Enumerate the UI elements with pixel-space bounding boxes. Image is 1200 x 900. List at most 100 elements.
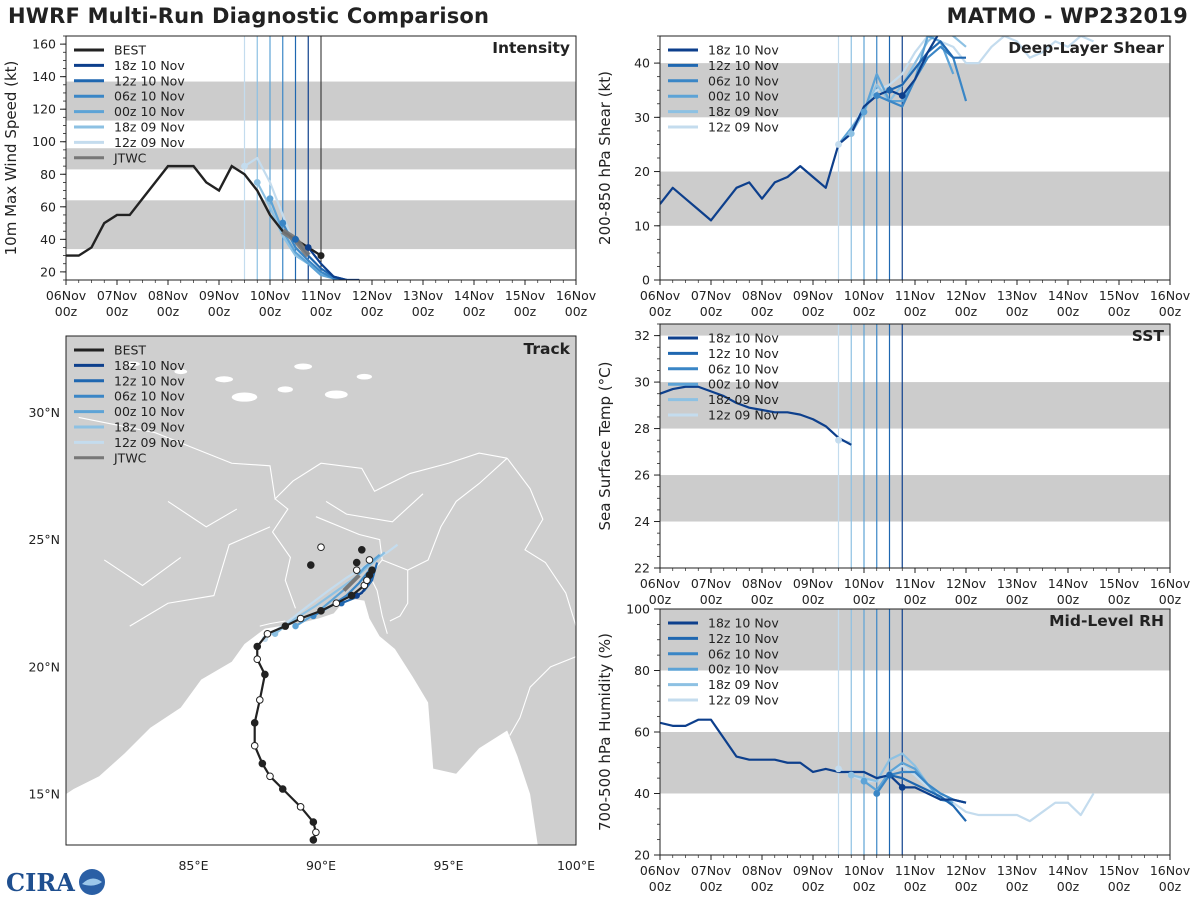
sst-legend-label-run-2: 06z 10 Nov	[708, 361, 779, 376]
track-best-point	[352, 558, 361, 567]
track-lake	[215, 376, 234, 383]
track-best-point	[312, 828, 320, 837]
track-legend-label-run-1: 12z 10 Nov	[114, 373, 185, 388]
intensity-xtick-label-hour: 00z	[157, 304, 180, 319]
rh-init-point-0	[898, 783, 906, 791]
track-run-start-3	[292, 622, 299, 630]
shear-xtick-label-hour: 00z	[649, 304, 672, 319]
rh-init-point-2	[873, 790, 881, 797]
intensity-xtick-label: 15Nov	[505, 288, 546, 303]
shear-xtick-label-hour: 00z	[1108, 304, 1131, 319]
track-run-4	[274, 551, 386, 635]
track-best-point	[296, 803, 305, 811]
track-best-point	[309, 836, 318, 844]
track-border	[78, 416, 508, 501]
sst-init-point-0	[835, 436, 842, 444]
sst-legend-label-run-5: 12z 09 Nov	[708, 408, 779, 423]
rh-xtick-label-hour: 00z	[1159, 879, 1182, 894]
track-best-point	[363, 576, 371, 585]
shear-title: Deep-Layer Shear	[1008, 39, 1164, 57]
shear-init-point-1	[886, 86, 893, 94]
track-legend-label-run-0: 18z 10 Nov	[114, 358, 185, 373]
intensity-best-end-point	[317, 252, 325, 260]
shear-band	[660, 63, 1170, 118]
track-lon-label: 85°E	[178, 858, 208, 873]
track-legend-label-run-3: 00z 10 Nov	[114, 404, 185, 419]
intensity-init-point-4	[253, 179, 261, 186]
intensity-legend-label-best: BEST	[114, 43, 146, 58]
sst-legend-label-run-4: 18z 09 Nov	[708, 392, 779, 407]
track-best-point	[309, 818, 318, 826]
intensity-legend-label-run-1: 12z 10 Nov	[114, 73, 185, 88]
track-best-point	[365, 556, 374, 564]
sst-legend-label-run-3: 00z 10 Nov	[708, 377, 779, 392]
rh-init-point-5	[835, 765, 842, 773]
track-border	[381, 559, 409, 622]
intensity-xtick-label-hour: 00z	[514, 304, 537, 319]
intensity-init-point-3	[266, 195, 274, 203]
shear-init-point-2	[873, 92, 881, 100]
rh-legend-label-run-1: 12z 10 Nov	[708, 631, 779, 646]
track-frame	[65, 335, 577, 846]
sst-xtick-label: 10Nov	[844, 576, 885, 591]
rh-series-0	[660, 718, 967, 804]
intensity-series-0	[307, 246, 360, 280]
sst-xtick-label: 14Nov	[1048, 576, 1089, 591]
shear-xtick-label: 14Nov	[1048, 288, 1089, 303]
sst-ytick-label: 24	[634, 514, 650, 529]
intensity-xtick-label: 06Nov	[46, 288, 87, 303]
track-border	[325, 493, 424, 523]
shear-ytick-label: 20	[634, 164, 650, 179]
track-best-point	[307, 561, 315, 569]
rh-xtick-label: 09Nov	[793, 863, 834, 878]
shear-xtick-label: 16Nov	[1150, 288, 1191, 303]
cira-logo: CIRA	[6, 868, 105, 897]
intensity-xtick-label: 13Nov	[403, 288, 444, 303]
cira-swoosh-icon	[82, 878, 102, 886]
shear-xtick-label: 15Nov	[1099, 288, 1140, 303]
rh-ylabel: 700-500 hPa Humidity (%)	[596, 633, 614, 831]
track-best-point	[266, 772, 274, 781]
rh-xtick-label: 14Nov	[1048, 863, 1089, 878]
track-lat-label: 25°N	[28, 532, 60, 547]
rh-init-point-1	[886, 771, 893, 779]
track-border	[103, 556, 182, 587]
shear-xtick-label-hour: 00z	[700, 304, 723, 319]
shear-init-point-5	[835, 141, 842, 148]
intensity-best-line	[66, 164, 322, 257]
sst-xtick-label-hour: 00z	[1006, 592, 1029, 607]
shear-band	[660, 171, 1170, 226]
intensity-ytick-label: 100	[32, 134, 56, 149]
rh-xtick-label-hour: 00z	[904, 879, 927, 894]
track-best-point	[317, 543, 325, 552]
sst-xtick-label-hour: 00z	[751, 592, 774, 607]
sst-xtick-label-hour: 00z	[1057, 592, 1080, 607]
shear-ytick-label: 30	[634, 110, 650, 125]
intensity-ytick-label: 120	[32, 102, 56, 117]
shear-xtick-label: 13Nov	[997, 288, 1038, 303]
shear-series-4	[850, 36, 967, 135]
intensity-series-2	[281, 222, 347, 280]
intensity-ytick-label: 20	[40, 264, 56, 279]
track-border	[509, 656, 576, 736]
track-border	[407, 457, 508, 571]
track-legend-label-run-5: 12z 09 Nov	[114, 435, 185, 450]
track-best-point	[253, 655, 262, 664]
shear-legend-label-run-1: 12z 10 Nov	[708, 58, 779, 73]
track-lat-label: 15°N	[28, 787, 60, 802]
sst-xtick-label: 16Nov	[1150, 576, 1191, 591]
shear-xtick-label-hour: 00z	[1159, 304, 1182, 319]
intensity-xtick-label-hour: 00z	[55, 304, 78, 319]
sst-xtick-label-hour: 00z	[649, 592, 672, 607]
shear-xtick-label-hour: 00z	[853, 304, 876, 319]
shear-series-0	[660, 36, 939, 222]
track-lake	[294, 363, 313, 370]
rh-xtick-label-hour: 00z	[649, 879, 672, 894]
track-lake	[277, 386, 293, 393]
intensity-xtick-label: 08Nov	[148, 288, 189, 303]
intensity-xtick-label: 07Nov	[97, 288, 138, 303]
sst-ylabel: Sea Surface Temp (°C)	[596, 361, 614, 530]
shear-ytick-label: 0	[642, 273, 650, 288]
